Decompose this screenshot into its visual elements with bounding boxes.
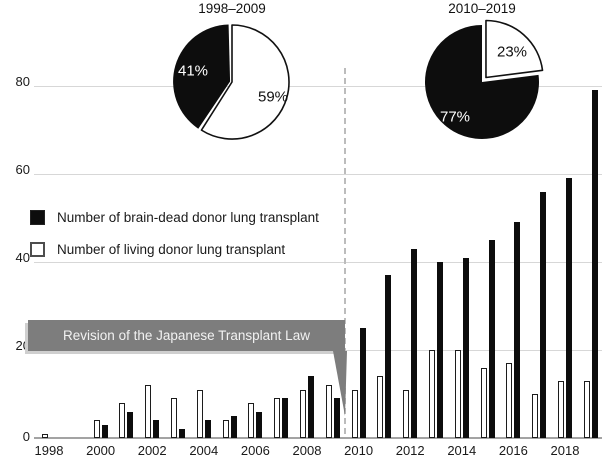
living-legend-label: Number of living donor lung transplant: [57, 242, 286, 257]
pie0-living-pct-label: 59%: [257, 88, 289, 106]
x-tick-label-2004: 2004: [189, 443, 219, 458]
bar-living-2003: [171, 398, 177, 438]
bar-brain-dead-2005: [230, 416, 237, 438]
bar-brain-dead-2017: [540, 191, 547, 438]
bar-brain-dead-2006: [256, 411, 263, 438]
pie-chart-2010-2019: [425, 19, 544, 139]
bar-brain-dead-2016: [514, 222, 521, 438]
x-tick-label-2014: 2014: [447, 443, 477, 458]
x-tick-label-2000: 2000: [86, 443, 116, 458]
pie1-brain-dead-slice: [425, 25, 539, 139]
bar-living-2009: [325, 385, 332, 438]
pie1-living-slice: [485, 19, 544, 79]
bar-living-2017: [532, 394, 539, 438]
pie-title-2010-2019: 2010–2019: [448, 1, 516, 16]
bar-living-2000: [93, 420, 100, 438]
legend-row-brain-dead: Number of brain-dead donor lung transpla…: [30, 210, 319, 225]
bar-living-2011: [377, 376, 384, 438]
pie1-living-pct-label: 23%: [496, 43, 528, 61]
bar-living-2007: [274, 398, 281, 438]
bar-brain-dead-2009: [333, 398, 340, 438]
y-tick-label-60: 60: [15, 162, 30, 177]
bar-living-2006: [248, 402, 255, 438]
bar-brain-dead-2003: [179, 429, 185, 438]
bar-brain-dead-2007: [282, 398, 289, 438]
bar-living-2012: [403, 389, 410, 438]
bar-brain-dead-2015: [488, 240, 495, 438]
bar-living-2002: [145, 385, 152, 438]
bar-brain-dead-2013: [437, 262, 443, 438]
y-tick-label-80: 80: [15, 74, 30, 89]
bar-living-2015: [480, 367, 487, 438]
law-revision-divider-dashed-line: [344, 68, 346, 438]
bar-brain-dead-2010: [359, 328, 366, 438]
x-tick-label-2010: 2010: [344, 443, 374, 458]
bar-brain-dead-2011: [385, 275, 392, 438]
bar-brain-dead-2012: [411, 248, 418, 438]
gridline-y-40: [34, 262, 602, 263]
bar-living-1998: [42, 433, 48, 438]
legend-row-living: Number of living donor lung transplant: [30, 242, 285, 257]
x-tick-label-2008: 2008: [292, 443, 322, 458]
x-tick-label-2006: 2006: [240, 443, 270, 458]
bar-brain-dead-2008: [308, 376, 314, 438]
bar-living-2005: [222, 420, 229, 438]
x-tick-label-2012: 2012: [395, 443, 425, 458]
bar-brain-dead-2000: [101, 424, 108, 438]
bar-living-2014: [454, 350, 461, 438]
gridline-y-60: [34, 174, 602, 175]
pie-chart-1998-2009: [173, 24, 290, 140]
gridline-y-0: [34, 437, 602, 439]
x-tick-label-2016: 2016: [498, 443, 528, 458]
bar-living-2004: [196, 389, 203, 438]
bar-brain-dead-2002: [153, 420, 160, 438]
bar-living-2016: [506, 363, 513, 438]
bar-brain-dead-2019: [591, 90, 598, 438]
gridline-y-80: [34, 86, 602, 87]
pie0-brain-dead-slice: [173, 24, 231, 129]
bar-brain-dead-2001: [127, 411, 134, 438]
annotation-tail: [333, 351, 347, 416]
x-tick-label-2018: 2018: [550, 443, 580, 458]
bar-living-2001: [119, 402, 126, 438]
y-tick-label-40: 40: [15, 250, 30, 265]
bar-living-2008: [300, 389, 306, 438]
bar-living-2010: [351, 389, 358, 438]
bar-living-2019: [583, 380, 590, 438]
y-tick-label-0: 0: [22, 429, 30, 444]
x-tick-label-1998: 1998: [34, 443, 64, 458]
y-tick-label-20: 20: [15, 338, 30, 353]
pie1-brain-dead-pct-label: 77%: [439, 108, 471, 126]
living-legend-swatch: [30, 242, 45, 257]
bar-brain-dead-2004: [204, 420, 211, 438]
pie-title-1998-2009: 1998–2009: [198, 1, 266, 16]
bar-living-2018: [558, 380, 564, 438]
x-tick-label-2002: 2002: [137, 443, 167, 458]
pie0-living-slice: [200, 24, 290, 140]
bar-brain-dead-2014: [462, 257, 469, 438]
bar-brain-dead-2018: [566, 178, 572, 438]
pie0-brain-dead-pct-label: 41%: [177, 62, 209, 80]
brain-dead-legend-label: Number of brain-dead donor lung transpla…: [57, 210, 319, 225]
brain-dead-legend-swatch: [30, 210, 45, 225]
annotation-box: Revision of the Japanese Transplant Law: [28, 320, 345, 351]
bar-living-2013: [429, 350, 435, 438]
